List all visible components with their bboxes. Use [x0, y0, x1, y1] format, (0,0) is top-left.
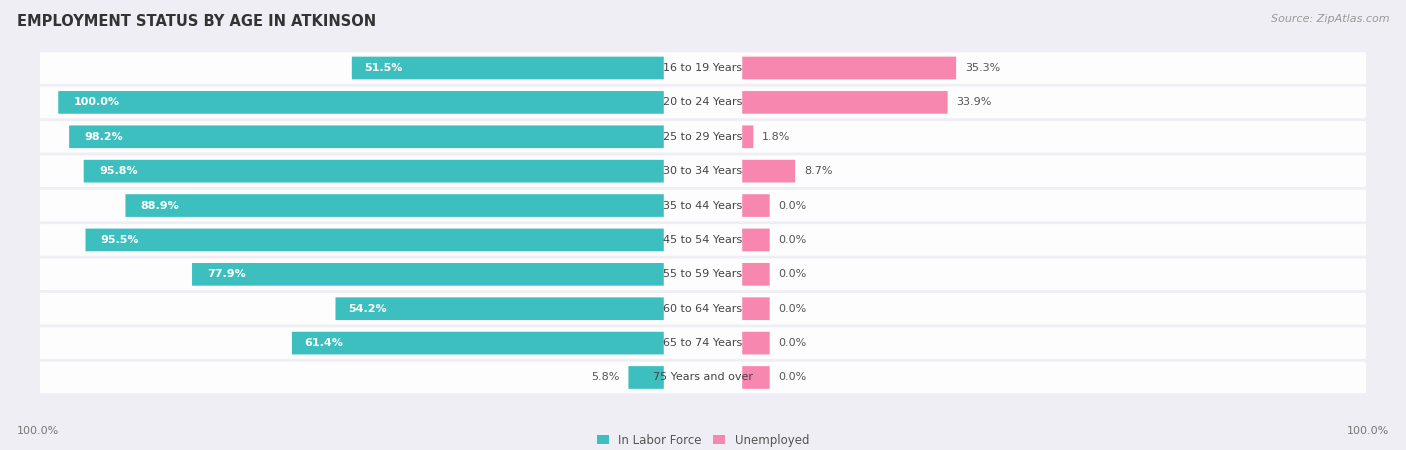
- FancyBboxPatch shape: [39, 258, 1367, 290]
- FancyBboxPatch shape: [292, 332, 664, 355]
- FancyBboxPatch shape: [742, 297, 769, 320]
- Text: 0.0%: 0.0%: [779, 270, 807, 279]
- Text: 54.2%: 54.2%: [347, 304, 387, 314]
- FancyBboxPatch shape: [336, 297, 664, 320]
- Text: 65 to 74 Years: 65 to 74 Years: [664, 338, 742, 348]
- Text: 95.5%: 95.5%: [101, 235, 139, 245]
- Text: 0.0%: 0.0%: [779, 338, 807, 348]
- Text: 100.0%: 100.0%: [17, 427, 59, 436]
- Text: 0.0%: 0.0%: [779, 235, 807, 245]
- Text: 55 to 59 Years: 55 to 59 Years: [664, 270, 742, 279]
- FancyBboxPatch shape: [39, 362, 1367, 393]
- FancyBboxPatch shape: [39, 224, 1367, 256]
- FancyBboxPatch shape: [84, 160, 664, 183]
- Text: 8.7%: 8.7%: [804, 166, 832, 176]
- Text: 77.9%: 77.9%: [207, 270, 246, 279]
- Text: 60 to 64 Years: 60 to 64 Years: [664, 304, 742, 314]
- FancyBboxPatch shape: [742, 229, 769, 251]
- FancyBboxPatch shape: [125, 194, 664, 217]
- FancyBboxPatch shape: [742, 126, 754, 148]
- Text: 5.8%: 5.8%: [591, 373, 620, 382]
- FancyBboxPatch shape: [193, 263, 664, 286]
- FancyBboxPatch shape: [39, 327, 1367, 359]
- FancyBboxPatch shape: [39, 190, 1367, 221]
- FancyBboxPatch shape: [39, 121, 1367, 153]
- FancyBboxPatch shape: [742, 263, 769, 286]
- FancyBboxPatch shape: [628, 366, 664, 389]
- FancyBboxPatch shape: [742, 366, 769, 389]
- Text: 35.3%: 35.3%: [965, 63, 1000, 73]
- Text: 0.0%: 0.0%: [779, 304, 807, 314]
- Text: 30 to 34 Years: 30 to 34 Years: [664, 166, 742, 176]
- FancyBboxPatch shape: [742, 160, 796, 183]
- Legend: In Labor Force, Unemployed: In Labor Force, Unemployed: [593, 430, 813, 450]
- Text: 1.8%: 1.8%: [762, 132, 790, 142]
- FancyBboxPatch shape: [742, 332, 769, 355]
- Text: 45 to 54 Years: 45 to 54 Years: [664, 235, 742, 245]
- Text: 100.0%: 100.0%: [73, 97, 120, 108]
- Text: 51.5%: 51.5%: [364, 63, 402, 73]
- FancyBboxPatch shape: [39, 52, 1367, 84]
- FancyBboxPatch shape: [39, 155, 1367, 187]
- Text: 0.0%: 0.0%: [779, 201, 807, 211]
- Text: 75 Years and over: 75 Years and over: [652, 373, 754, 382]
- Text: EMPLOYMENT STATUS BY AGE IN ATKINSON: EMPLOYMENT STATUS BY AGE IN ATKINSON: [17, 14, 375, 28]
- Text: 88.9%: 88.9%: [141, 201, 180, 211]
- FancyBboxPatch shape: [742, 91, 948, 114]
- Text: Source: ZipAtlas.com: Source: ZipAtlas.com: [1271, 14, 1389, 23]
- FancyBboxPatch shape: [69, 126, 664, 148]
- FancyBboxPatch shape: [352, 57, 664, 79]
- FancyBboxPatch shape: [86, 229, 664, 251]
- Text: 98.2%: 98.2%: [84, 132, 124, 142]
- FancyBboxPatch shape: [742, 57, 956, 79]
- Text: 95.8%: 95.8%: [98, 166, 138, 176]
- Text: 0.0%: 0.0%: [779, 373, 807, 382]
- FancyBboxPatch shape: [58, 91, 664, 114]
- Text: 16 to 19 Years: 16 to 19 Years: [664, 63, 742, 73]
- Text: 35 to 44 Years: 35 to 44 Years: [664, 201, 742, 211]
- FancyBboxPatch shape: [39, 293, 1367, 324]
- Text: 20 to 24 Years: 20 to 24 Years: [664, 97, 742, 108]
- Text: 100.0%: 100.0%: [1347, 427, 1389, 436]
- Text: 33.9%: 33.9%: [956, 97, 993, 108]
- Text: 25 to 29 Years: 25 to 29 Years: [664, 132, 742, 142]
- FancyBboxPatch shape: [742, 194, 769, 217]
- FancyBboxPatch shape: [39, 86, 1367, 118]
- Text: 61.4%: 61.4%: [304, 338, 343, 348]
